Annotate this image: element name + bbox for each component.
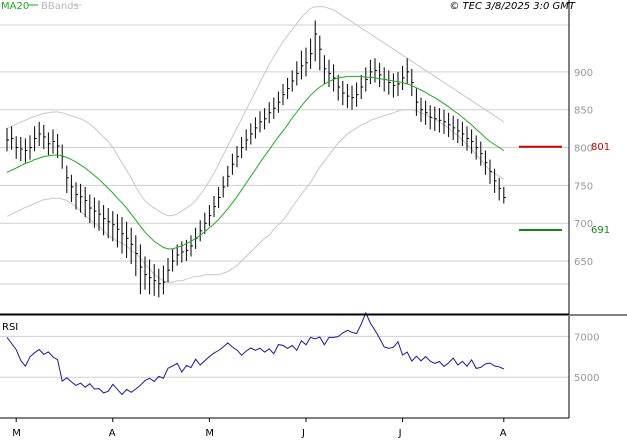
rsi-panel bbox=[6, 311, 505, 396]
price-tick-label-900: 900 bbox=[574, 68, 593, 79]
price-bars bbox=[6, 20, 506, 298]
copyright-label: © TEC 3/8/2025 3:0 GMT bbox=[449, 1, 576, 12]
rsi-panel-title: RSI bbox=[2, 322, 18, 333]
price-tick-label-850: 850 bbox=[574, 106, 593, 117]
price-tick-label-650: 650 bbox=[574, 257, 593, 268]
rsi-tick-label-7000: 7000 bbox=[574, 332, 599, 343]
x-tick-label-m-2: M bbox=[205, 428, 214, 439]
rsi-grid bbox=[0, 335, 569, 378]
x-tick-label-j-4: J bbox=[398, 428, 402, 439]
price-y-axis: 650 700 750 800 850 900 bbox=[574, 68, 593, 268]
legend-ma20: MA20 bbox=[1, 1, 29, 12]
legend-bbands: BBands bbox=[41, 1, 79, 12]
resistance-level-label: 801 bbox=[591, 142, 610, 153]
x-tick-label-m-0: M bbox=[12, 428, 21, 439]
price-panel bbox=[6, 6, 506, 298]
price-tick-label-750: 750 bbox=[574, 181, 593, 192]
support-level-label: 691 bbox=[591, 225, 610, 236]
x-tick-label-a-5: A bbox=[500, 428, 507, 439]
price-tick-label-800: 800 bbox=[574, 144, 593, 155]
bbands-upper-line bbox=[6, 6, 505, 217]
rsi-y-axis: 5000 7000 bbox=[574, 332, 599, 384]
x-tick-label-a-1: A bbox=[109, 428, 116, 439]
x-tick-label-j-3: J bbox=[301, 428, 305, 439]
ma20-line bbox=[6, 75, 505, 250]
price-levels: 801 691 bbox=[519, 142, 610, 236]
rsi-line bbox=[6, 311, 505, 396]
price-tick-label-700: 700 bbox=[574, 219, 593, 230]
rsi-tick-label-5000: 5000 bbox=[574, 373, 599, 384]
